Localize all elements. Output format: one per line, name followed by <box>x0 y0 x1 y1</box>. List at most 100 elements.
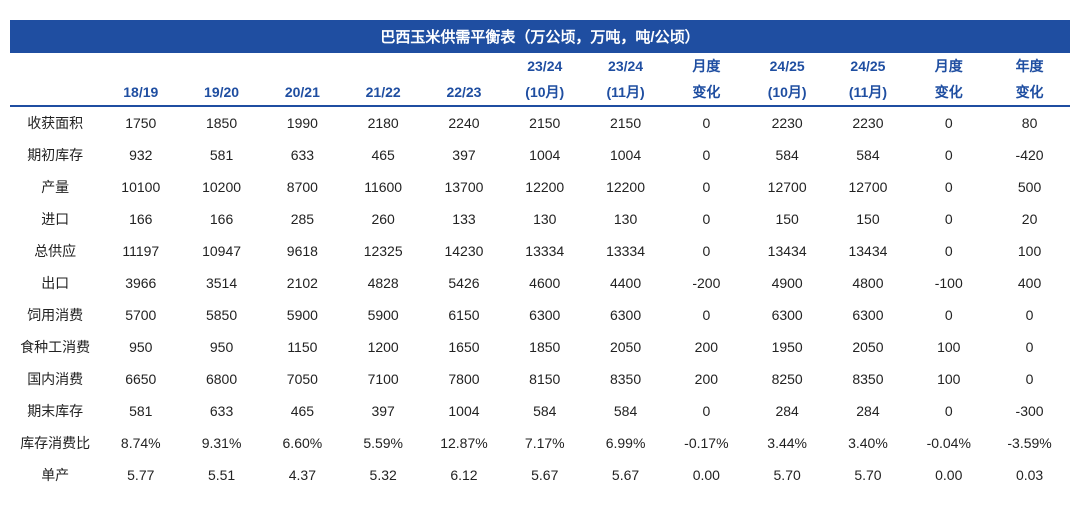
table-cell: 0 <box>908 235 989 267</box>
column-header: 19/20 <box>181 79 262 106</box>
table-cell: 284 <box>828 395 909 427</box>
table-cell: 13700 <box>424 171 505 203</box>
table-cell: 584 <box>747 139 828 171</box>
column-header: 18/19 <box>100 79 181 106</box>
column-header <box>10 53 100 79</box>
table-cell: 581 <box>181 139 262 171</box>
table-cell: 5.70 <box>828 459 909 491</box>
table-cell: 6300 <box>747 299 828 331</box>
table-cell: 3.44% <box>747 427 828 459</box>
table-cell: 2102 <box>262 267 343 299</box>
table-cell: -100 <box>908 267 989 299</box>
table-cell: 20 <box>989 203 1070 235</box>
table-cell: 10200 <box>181 171 262 203</box>
table-cell: 1150 <box>262 331 343 363</box>
table-cell: 2230 <box>747 106 828 139</box>
table-cell: 13334 <box>504 235 585 267</box>
column-header: 月度 <box>666 53 747 79</box>
table-cell: 260 <box>343 203 424 235</box>
table-cell: 10947 <box>181 235 262 267</box>
table-cell: 6650 <box>100 363 181 395</box>
table-cell: 5.51 <box>181 459 262 491</box>
table-cell: 1990 <box>262 106 343 139</box>
column-header: 月度 <box>908 53 989 79</box>
table-cell: 465 <box>262 395 343 427</box>
row-label: 总供应 <box>10 235 100 267</box>
table-cell: 284 <box>747 395 828 427</box>
table-cell: 1004 <box>424 395 505 427</box>
table-cell: 2180 <box>343 106 424 139</box>
table-cell: 133 <box>424 203 505 235</box>
table-cell: 5.67 <box>504 459 585 491</box>
table-cell: 584 <box>828 139 909 171</box>
table-cell: 150 <box>828 203 909 235</box>
table-cell: -0.04% <box>908 427 989 459</box>
table-cell: 9.31% <box>181 427 262 459</box>
table-cell: 400 <box>989 267 1070 299</box>
table-cell: 1200 <box>343 331 424 363</box>
column-header: 23/24 <box>585 53 666 79</box>
table-cell: 13434 <box>747 235 828 267</box>
row-label: 国内消费 <box>10 363 100 395</box>
table-cell: 12200 <box>504 171 585 203</box>
table-cell: 581 <box>100 395 181 427</box>
column-header: 24/25 <box>828 53 909 79</box>
table-cell: 2050 <box>585 331 666 363</box>
table-cell: 2240 <box>424 106 505 139</box>
table-cell: 584 <box>504 395 585 427</box>
table-cell: 0 <box>989 331 1070 363</box>
table-cell: 633 <box>262 139 343 171</box>
table-row: 总供应1119710947961812325142301333413334013… <box>10 235 1070 267</box>
balance-table: 巴西玉米供需平衡表（万公顷，万吨，吨/公顷） 23/2423/24月度24/25… <box>10 20 1070 491</box>
column-header <box>262 53 343 79</box>
table-cell: 5900 <box>343 299 424 331</box>
table-cell: 1850 <box>181 106 262 139</box>
table-cell: 12.87% <box>424 427 505 459</box>
table-row: 单产5.775.514.375.326.125.675.670.005.705.… <box>10 459 1070 491</box>
table-cell: 13434 <box>828 235 909 267</box>
table-cell: 200 <box>666 363 747 395</box>
column-header <box>343 53 424 79</box>
row-label: 出口 <box>10 267 100 299</box>
table-cell: 6150 <box>424 299 505 331</box>
table-cell: 8350 <box>828 363 909 395</box>
table-cell: 5.59% <box>343 427 424 459</box>
table-cell: 6300 <box>504 299 585 331</box>
table-cell: 2150 <box>504 106 585 139</box>
table-cell: 8.74% <box>100 427 181 459</box>
row-label: 饲用消费 <box>10 299 100 331</box>
table-cell: 12200 <box>585 171 666 203</box>
table-cell: 6.99% <box>585 427 666 459</box>
table-row: 期初库存9325816334653971004100405845840-420 <box>10 139 1070 171</box>
row-label: 期初库存 <box>10 139 100 171</box>
column-header: 变化 <box>989 79 1070 106</box>
table-cell: -200 <box>666 267 747 299</box>
column-header: 22/23 <box>424 79 505 106</box>
table-cell: 1750 <box>100 106 181 139</box>
table-cell: 0 <box>908 139 989 171</box>
table-cell: -0.17% <box>666 427 747 459</box>
table-cell: 0 <box>666 106 747 139</box>
column-header: 24/25 <box>747 53 828 79</box>
table-cell: 932 <box>100 139 181 171</box>
table-cell: 0 <box>908 106 989 139</box>
table-cell: 3514 <box>181 267 262 299</box>
table-cell: 8350 <box>585 363 666 395</box>
table-cell: 12325 <box>343 235 424 267</box>
table-cell: 0 <box>666 171 747 203</box>
table-cell: 1850 <box>504 331 585 363</box>
table-cell: 130 <box>504 203 585 235</box>
row-label: 收获面积 <box>10 106 100 139</box>
row-label: 期末库存 <box>10 395 100 427</box>
table-cell: 4.37 <box>262 459 343 491</box>
row-label: 库存消费比 <box>10 427 100 459</box>
table-row: 食种工消费95095011501200165018502050200195020… <box>10 331 1070 363</box>
table-cell: 1950 <box>747 331 828 363</box>
table-cell: 3.40% <box>828 427 909 459</box>
table-title: 巴西玉米供需平衡表（万公顷，万吨，吨/公顷） <box>10 20 1070 53</box>
table-row: 产量10100102008700116001370012200122000127… <box>10 171 1070 203</box>
table-cell: 6.12 <box>424 459 505 491</box>
table-cell: 7.17% <box>504 427 585 459</box>
table-cell: -3.59% <box>989 427 1070 459</box>
table-cell: 13334 <box>585 235 666 267</box>
